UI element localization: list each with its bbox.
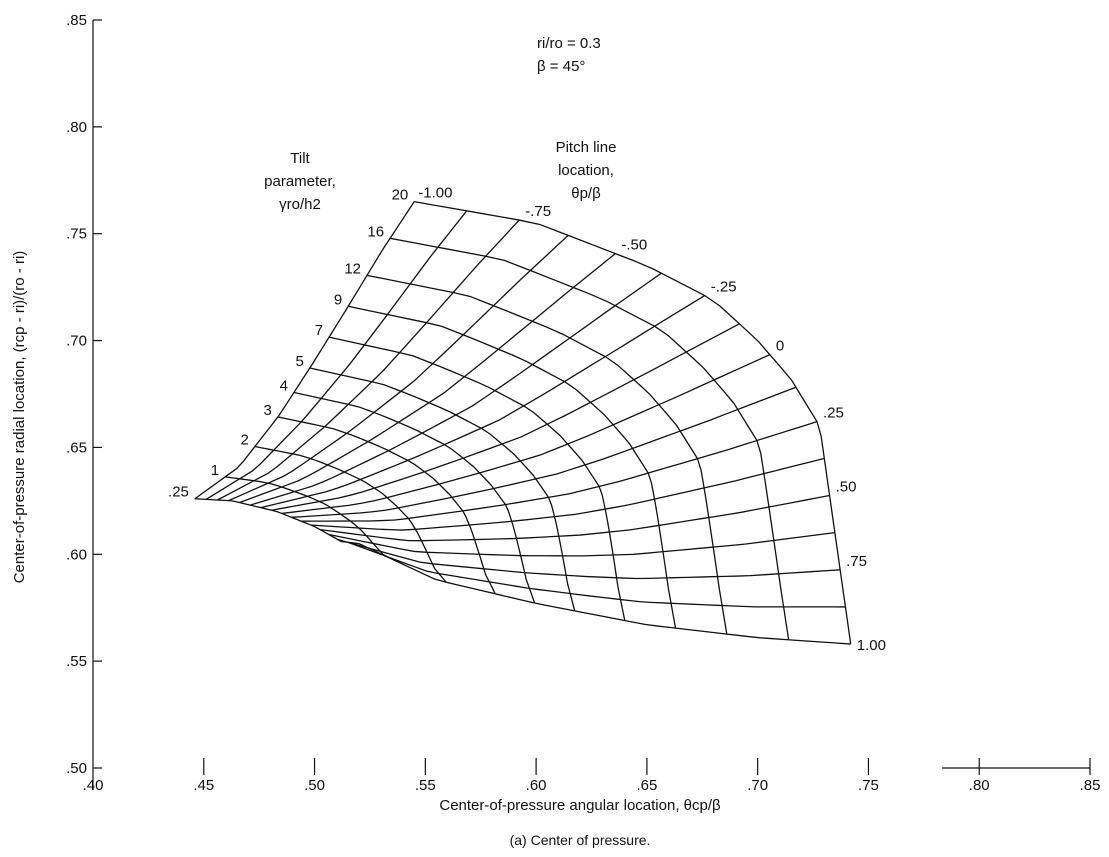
tilt-label-2: 2 bbox=[241, 432, 249, 449]
x-tick-label: .60 bbox=[526, 777, 547, 794]
pitch-label-0: 0 bbox=[776, 338, 784, 355]
tilt-label-12: 12 bbox=[344, 260, 361, 277]
y-tick-label: .50 bbox=[66, 760, 87, 777]
tilt-title-line-1: Tilt bbox=[290, 150, 310, 167]
pitch-curve-0 bbox=[194, 201, 415, 500]
tilt-curve-16 bbox=[389, 237, 790, 640]
tilt-curve-20 bbox=[414, 201, 852, 645]
pitch-curve-7 bbox=[271, 323, 740, 511]
x-tick-label: .50 bbox=[304, 777, 325, 794]
tilt-title-line-3: γro/h2 bbox=[279, 196, 321, 213]
pitch-curve-9 bbox=[291, 386, 797, 518]
tilt-label-9: 9 bbox=[334, 291, 342, 308]
pitch-curve-13 bbox=[328, 532, 835, 557]
pitch-curve-8 bbox=[281, 354, 771, 515]
parameter-radius-ratio: ri/ro = 0.3 bbox=[537, 35, 601, 52]
chart-grid-lines bbox=[194, 201, 852, 645]
pitch-curve-2 bbox=[217, 219, 520, 501]
tilt-label-5: 5 bbox=[295, 353, 303, 370]
x-tick-label: .45 bbox=[193, 777, 214, 794]
pitch-title-line-1: Pitch line bbox=[556, 139, 617, 156]
y-tick-label: .70 bbox=[66, 333, 87, 350]
pitch-title-line-3: θp/β bbox=[571, 185, 601, 202]
pitch-curve-11 bbox=[310, 457, 825, 531]
pitch-curve-16 bbox=[358, 543, 851, 645]
pitch-title-line-2: location, bbox=[558, 162, 614, 179]
chart-caption: (a) Center of pressure. bbox=[510, 832, 651, 848]
pitch-label-.75: .75 bbox=[846, 553, 867, 570]
x-tick-label: .65 bbox=[636, 777, 657, 794]
tilt-label-20: 20 bbox=[392, 187, 409, 204]
pitch-label--.75: -.75 bbox=[525, 203, 551, 220]
x-tick-label: .75 bbox=[858, 777, 879, 794]
tilt-label-7: 7 bbox=[315, 322, 323, 339]
tilt-title-line-2: parameter, bbox=[264, 173, 336, 190]
pitch-curve-12 bbox=[320, 494, 830, 542]
tilt-label-4: 4 bbox=[280, 377, 288, 394]
pitch-curve-15 bbox=[347, 541, 846, 608]
y-tick-label: .55 bbox=[66, 653, 87, 670]
pitch-label--1.00: -1.00 bbox=[418, 185, 452, 202]
x-tick-label: .70 bbox=[747, 777, 768, 794]
pitch-curve-14 bbox=[337, 538, 841, 580]
pitch-curve-4 bbox=[239, 253, 616, 504]
pitch-label-1.00: 1.00 bbox=[857, 637, 886, 654]
y-axis-title: Center-of-pressure radial location, (rcp… bbox=[11, 251, 28, 584]
y-tick-label: .65 bbox=[66, 439, 87, 456]
x-tick-label: .55 bbox=[415, 777, 436, 794]
chart-axes bbox=[92, 20, 1090, 790]
pitch-curve-10 bbox=[301, 421, 818, 522]
x-axis-ticks: .40 .45 .50 .55 .60 .65 .70 .75 .80 .85 bbox=[83, 758, 1101, 794]
pitch-curve-3 bbox=[228, 234, 569, 502]
pitch-label--.25: -.25 bbox=[711, 279, 737, 296]
pitch-label--.50: -.50 bbox=[621, 237, 647, 254]
x-axis-title: Center-of-pressure angular location, θcp… bbox=[439, 797, 721, 814]
pitch-label-.25: .25 bbox=[823, 405, 844, 422]
x-tick-label: .80 bbox=[969, 777, 990, 794]
tilt-label-.25: .25 bbox=[168, 484, 189, 501]
tilt-label-1: 1 bbox=[211, 462, 219, 479]
parameter-beta: β = 45° bbox=[537, 58, 585, 75]
pitch-curve-1 bbox=[205, 210, 468, 500]
y-tick-label: .85 bbox=[66, 12, 87, 29]
y-tick-label: .80 bbox=[66, 119, 87, 136]
pitch-curve-6 bbox=[260, 294, 706, 509]
y-tick-label: .75 bbox=[66, 226, 87, 243]
y-axis-ticks: .50 .55 .60 .65 .70 .75 .80 .85 bbox=[66, 12, 102, 777]
tilt-label-3: 3 bbox=[264, 402, 272, 419]
tilt-curve-4 bbox=[293, 391, 536, 604]
x-tick-label: .40 bbox=[83, 777, 104, 794]
tilt-label-16: 16 bbox=[367, 223, 384, 240]
pitch-curve-5 bbox=[249, 272, 662, 506]
x-tick-label: .85 bbox=[1080, 777, 1101, 794]
y-tick-label: .60 bbox=[66, 546, 87, 563]
pitch-label-.50: .50 bbox=[836, 479, 857, 496]
